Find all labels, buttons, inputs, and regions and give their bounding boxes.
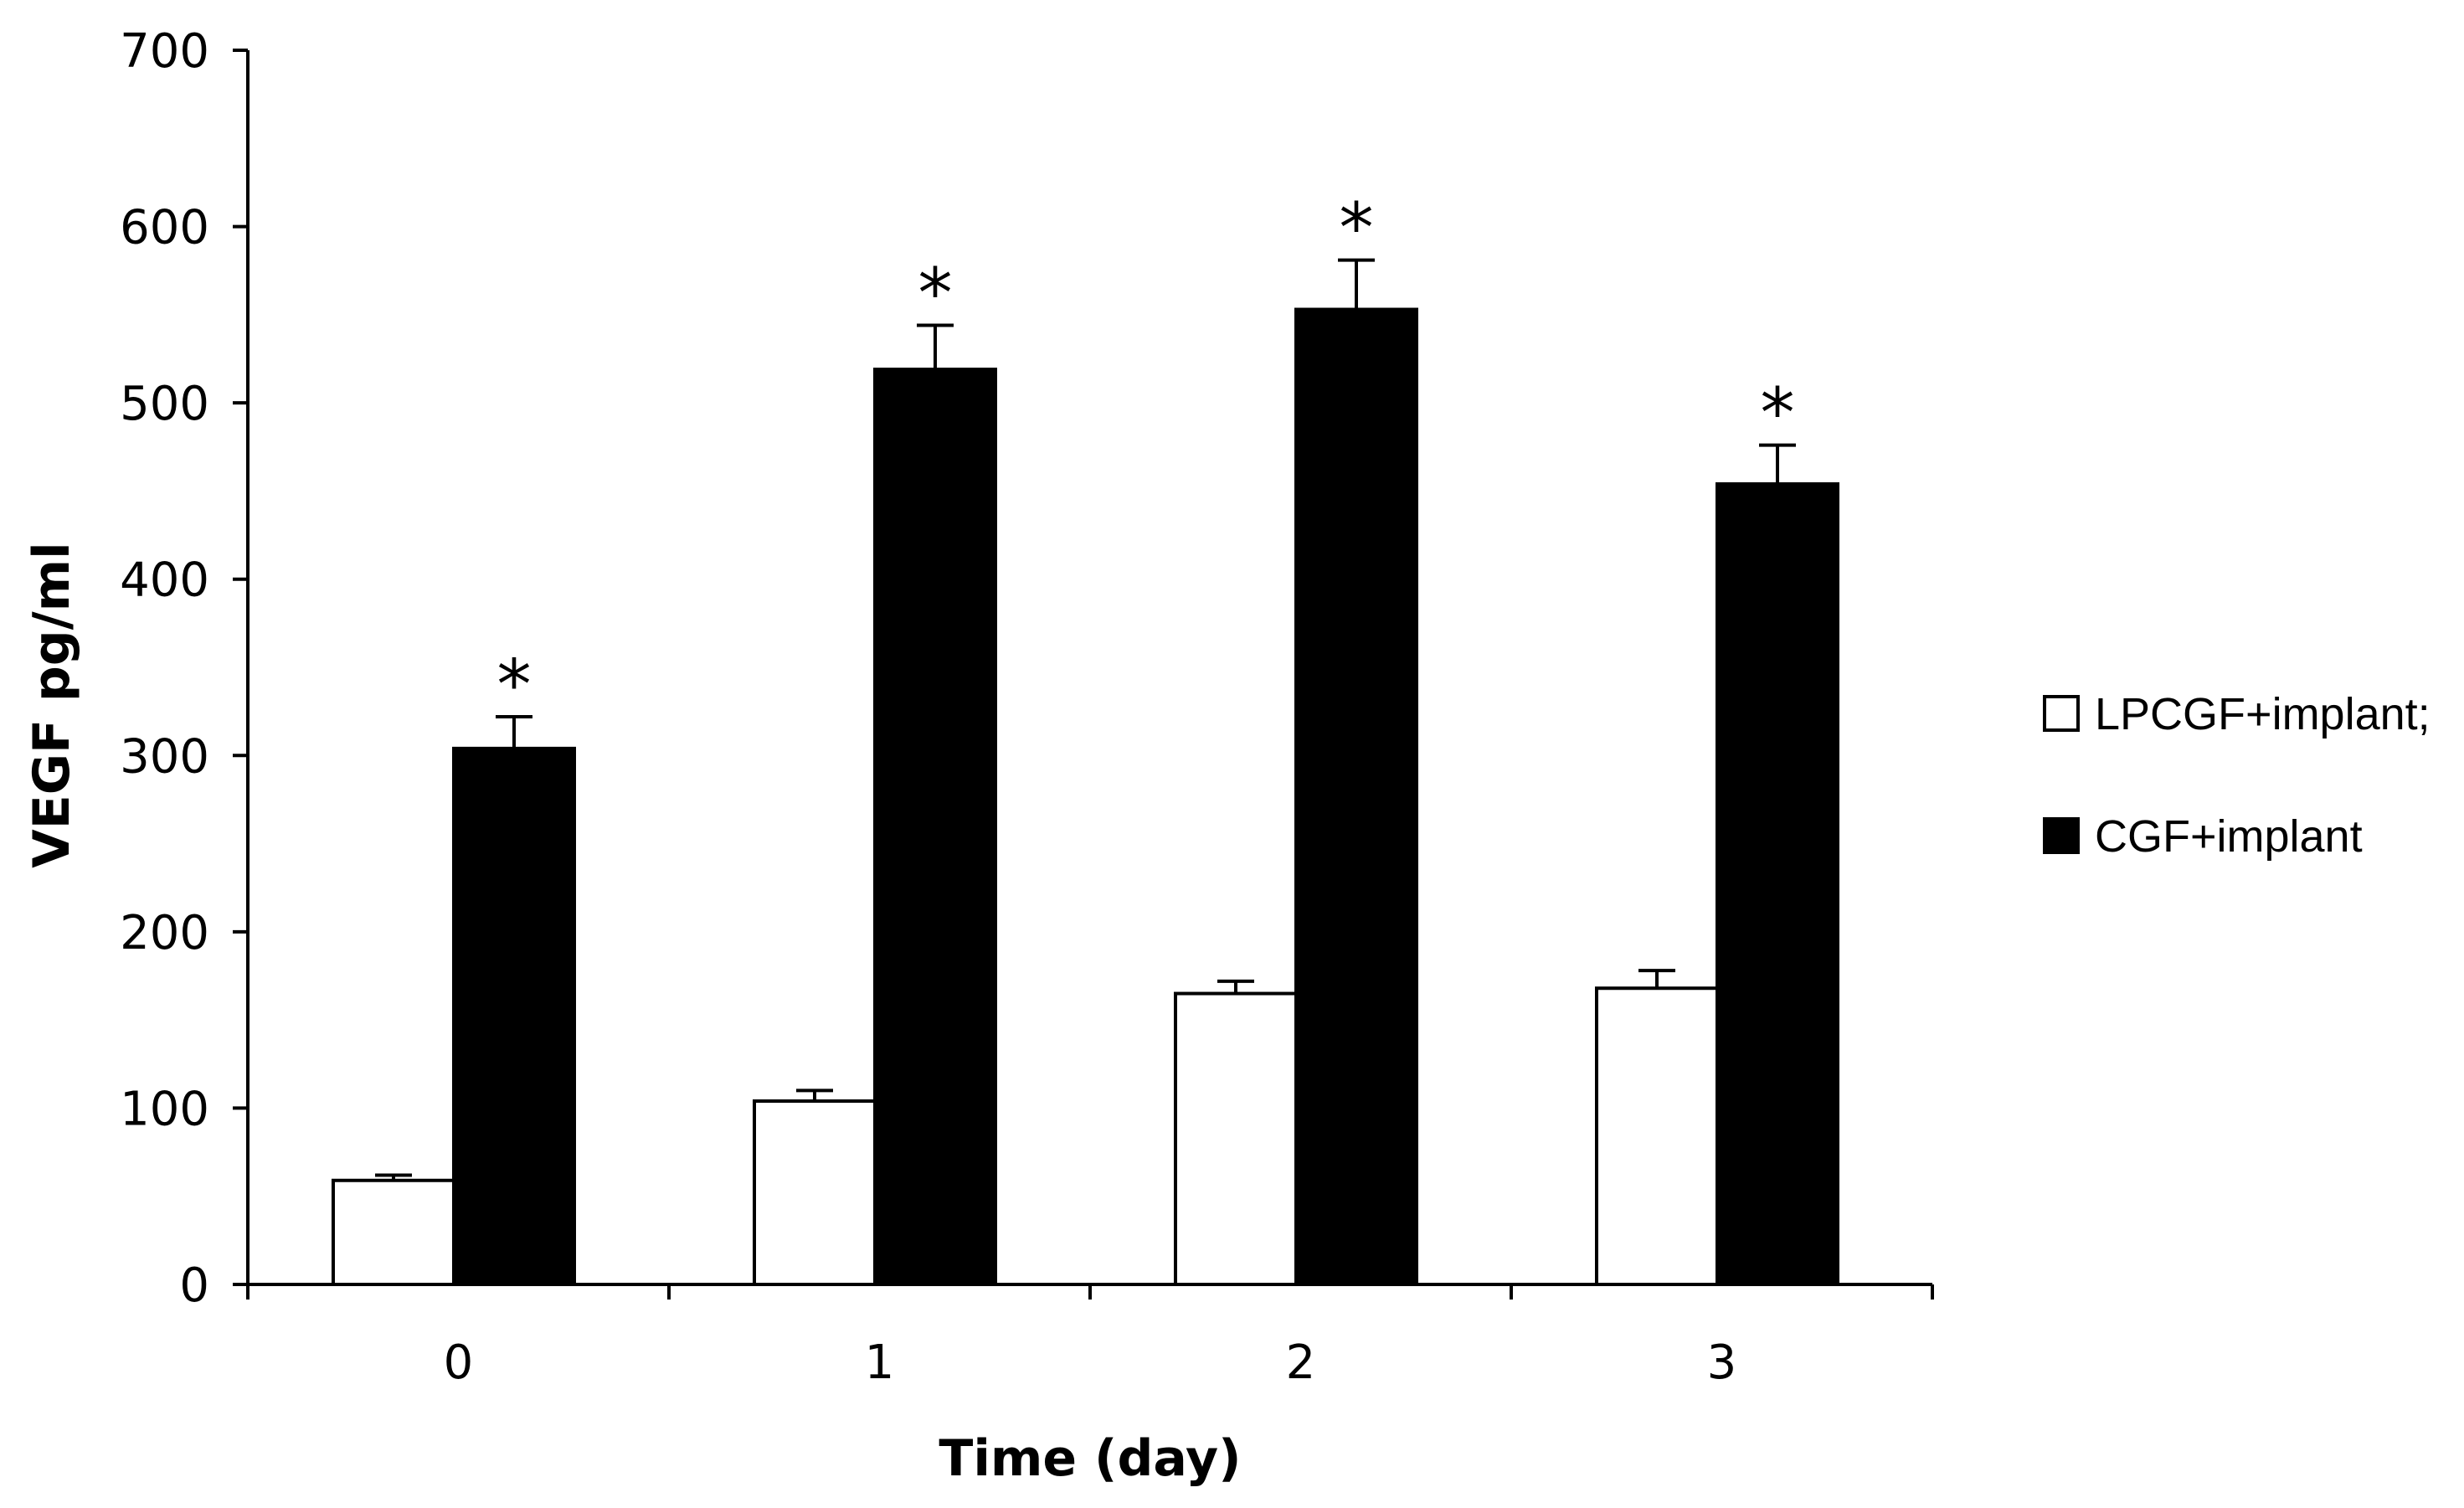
bar-cgf-day-2 bbox=[1294, 307, 1418, 1286]
y-tick-label: 100 bbox=[120, 1082, 209, 1136]
y-tick-label: 700 bbox=[120, 24, 209, 79]
bar-lpcgf-day-2 bbox=[1174, 991, 1298, 1286]
plot-area: * * * * bbox=[332, 189, 1839, 1287]
y-tick-label: 200 bbox=[120, 906, 209, 960]
bar-cgf-day-3 bbox=[1716, 482, 1839, 1286]
bar-cgf-day-0 bbox=[452, 746, 576, 1286]
y-tick-label: 400 bbox=[120, 553, 209, 608]
significance-mark: * bbox=[497, 646, 532, 725]
x-tick-label: 0 bbox=[444, 1336, 474, 1390]
bar-lpcgf-day-0 bbox=[332, 1178, 455, 1286]
legend-label-cgf: CGF+implant bbox=[2095, 811, 2363, 862]
x-tick-label: 2 bbox=[1286, 1336, 1316, 1390]
y-tick-label: 300 bbox=[120, 729, 209, 784]
axes: 0 100 200 300 400 500 600 700 0 1 2 3 Time (day) VEGF… bbox=[23, 24, 1934, 1488]
legend: LPCGF+implant; CGF+implant bbox=[2043, 689, 2431, 862]
x-tick-label: 1 bbox=[865, 1336, 895, 1390]
bar-cgf-day-1 bbox=[873, 368, 997, 1286]
bar-lpcgf-day-1 bbox=[753, 1099, 877, 1287]
y-tick-label: 0 bbox=[179, 1258, 209, 1313]
significance-mark: * bbox=[1761, 374, 1795, 454]
y-axis-title: VEGF pg/ml bbox=[23, 542, 81, 867]
x-tick-label: 3 bbox=[1707, 1336, 1737, 1390]
legend-swatch-lpcgf bbox=[2043, 695, 2080, 732]
significance-mark: * bbox=[1340, 189, 1374, 269]
significance-mark: * bbox=[918, 254, 953, 333]
x-axis-title: Time (day) bbox=[939, 1429, 1241, 1488]
y-tick-label: 500 bbox=[120, 377, 209, 431]
y-tick-label: 600 bbox=[120, 201, 209, 255]
legend-swatch-cgf bbox=[2043, 817, 2080, 854]
legend-label-lpcgf: LPCGF+implant; bbox=[2095, 689, 2431, 739]
bar-lpcgf-day-3 bbox=[1595, 986, 1719, 1286]
